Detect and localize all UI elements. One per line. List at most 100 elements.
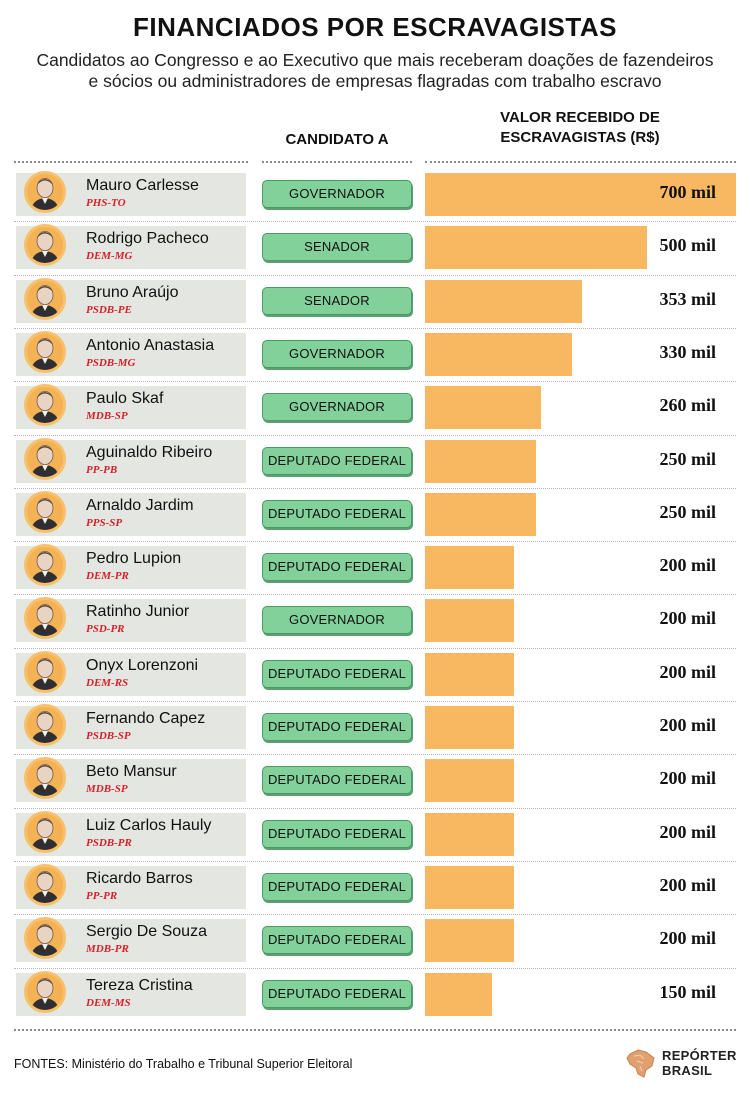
candidate-name: Mauro Carlesse (86, 177, 199, 194)
avatar (24, 384, 66, 427)
value-label: 200 mil (659, 768, 717, 789)
value-bar (425, 173, 736, 216)
table-row: Mauro Carlesse PHS-TO GOVERNADOR 700 mil (0, 168, 750, 221)
party-label: PP-PB (86, 463, 118, 476)
column-header-value-line-1: VALOR RECEBIDO DE (500, 109, 660, 126)
candidate-cell: Pedro Lupion DEM-PR (16, 544, 246, 590)
avatar (24, 970, 66, 1013)
candidate-cell: Ratinho Junior PSD-PR (16, 597, 246, 643)
row-separator (14, 381, 736, 383)
office-badge: DEPUTADO FEDERAL (262, 819, 412, 848)
value-label: 500 mil (659, 235, 717, 256)
candidate-cell: Mauro Carlesse PHS-TO (16, 171, 246, 216)
row-separator (14, 701, 736, 702)
office-badge: DEPUTADO FEDERAL (262, 766, 412, 795)
value-bar (425, 812, 514, 856)
candidate-cell: Antonio Anastasia PSDB-MG (16, 330, 246, 376)
value-bar (425, 279, 582, 323)
candidate-name: Bruno Araújo (86, 283, 179, 301)
value-bar (425, 865, 514, 909)
value-bar (425, 386, 541, 430)
subtitle-line-1: Candidatos ao Congresso e ao Executivo q… (36, 50, 714, 70)
candidate-name: Onyx Lorenzoni (86, 656, 199, 674)
avatar (24, 544, 66, 587)
row-separator (14, 594, 736, 596)
row-separator (14, 967, 736, 969)
table-row: Onyx Lorenzoni DEM-RS DEPUTADO FEDERAL 200 … (0, 647, 750, 701)
candidate-name: Paulo Skaf (86, 390, 164, 408)
candidate-cell: Aguinaldo Ribeiro PP-PB (16, 437, 246, 483)
candidate-cell: Tereza Cristina DEM-MS (16, 970, 246, 1016)
row-separator (14, 274, 736, 276)
column-header-candidate: CANDIDATO A (285, 131, 389, 148)
candidate-name: Rodrigo Pacheco (86, 230, 209, 248)
office-badge: DEPUTADO FEDERAL (262, 926, 412, 955)
reporter-brasil-logo: REPÓRTER BRASIL (624, 1046, 737, 1082)
value-bar (425, 919, 514, 963)
value-bar (425, 599, 514, 643)
candidate-cell: Onyx Lorenzoni DEM-RS (16, 650, 246, 696)
table-row: Paulo Skaf MDB-SP GOVERNADOR 260 mil (0, 381, 750, 434)
office-badge: DEPUTADO FEDERAL (262, 553, 412, 582)
row-separator (14, 647, 736, 649)
candidate-cell: Ricardo Barros PP-PR (16, 863, 246, 909)
row-separator (14, 327, 736, 329)
column-header-value: VALOR RECEBIDO DE ESCRAVAGISTAS (R$) (460, 108, 700, 148)
office-badge: DEPUTADO FEDERAL (262, 979, 412, 1008)
avatar (24, 650, 66, 693)
table-row: Ratinho Junior PSD-PR GOVERNADOR 200 mil (0, 594, 750, 647)
value-bar (425, 226, 648, 270)
value-label: 330 mil (659, 341, 717, 362)
party-label: DEM-PR (86, 570, 129, 583)
avatar (24, 704, 66, 746)
avatar (24, 277, 66, 320)
page-title: FINANCIADOS POR ESCRAVAGISTAS (133, 12, 617, 42)
value-bar (425, 706, 514, 749)
party-label: MDB-SP (86, 783, 128, 796)
party-label: DEM-RS (86, 676, 129, 689)
party-label: PSD-PR (86, 623, 125, 636)
value-label: 200 mil (659, 661, 717, 682)
avatar (24, 917, 66, 960)
party-label: PSDB-PR (86, 836, 132, 849)
office-badge: GOVERNADOR (262, 339, 412, 368)
table-row: Rodrigo Pacheco DEM-MG SENADOR 500 mil (0, 221, 750, 274)
avatar (24, 437, 66, 480)
value-label: 250 mil (659, 501, 717, 522)
table-row: Pedro Lupion DEM-PR DEPUTADO FEDERAL 200 mi… (0, 541, 750, 594)
office-badge: DEPUTADO FEDERAL (262, 659, 412, 688)
value-bar (425, 492, 537, 536)
candidate-cell: Fernando Capez PSDB-SP (16, 704, 246, 749)
avatar (24, 597, 66, 640)
party-label: PSDB-SP (86, 730, 131, 742)
table-row: Ricardo Barros PP-PR DEPUTADO FEDERAL 200 m… (0, 860, 750, 914)
row-separator (14, 487, 736, 489)
candidate-name: Fernando Capez (86, 710, 206, 727)
avatar (24, 490, 66, 533)
office-badge: GOVERNADOR (262, 180, 412, 208)
value-label: 200 mil (659, 928, 717, 949)
candidate-name: Tereza Cristina (86, 976, 193, 994)
candidate-cell: Rodrigo Pacheco DEM-MG (16, 224, 246, 270)
party-label: PSDB-PE (86, 303, 132, 316)
value-label: 200 mil (659, 874, 717, 895)
row-separator (14, 807, 736, 809)
candidate-cell: Luiz Carlos Hauly PSDB-PR (16, 810, 246, 856)
candidate-name: Antonio Anastasia (86, 336, 215, 354)
value-bar (425, 546, 514, 590)
table-row: Aguinaldo Ribeiro PP-PB DEPUTADO FEDERAL 25… (0, 434, 750, 488)
table-row: Luiz Carlos Hauly PSDB-PR DEPUTADO FEDERAL… (0, 807, 750, 861)
value-label: 353 mil (659, 288, 717, 309)
logo-text: REPÓRTER BRASIL (662, 1048, 737, 1078)
party-label: MDB-PR (86, 943, 129, 956)
value-bar (425, 972, 492, 1016)
value-label: 200 mil (659, 555, 717, 576)
candidate-name: Pedro Lupion (86, 550, 182, 568)
avatar (24, 863, 66, 906)
logo-line-1: REPÓRTER (662, 1048, 737, 1063)
value-bar (425, 332, 572, 376)
value-bar (425, 759, 514, 803)
value-bar (425, 439, 537, 483)
avatar (24, 757, 66, 800)
row-separator (14, 860, 736, 862)
